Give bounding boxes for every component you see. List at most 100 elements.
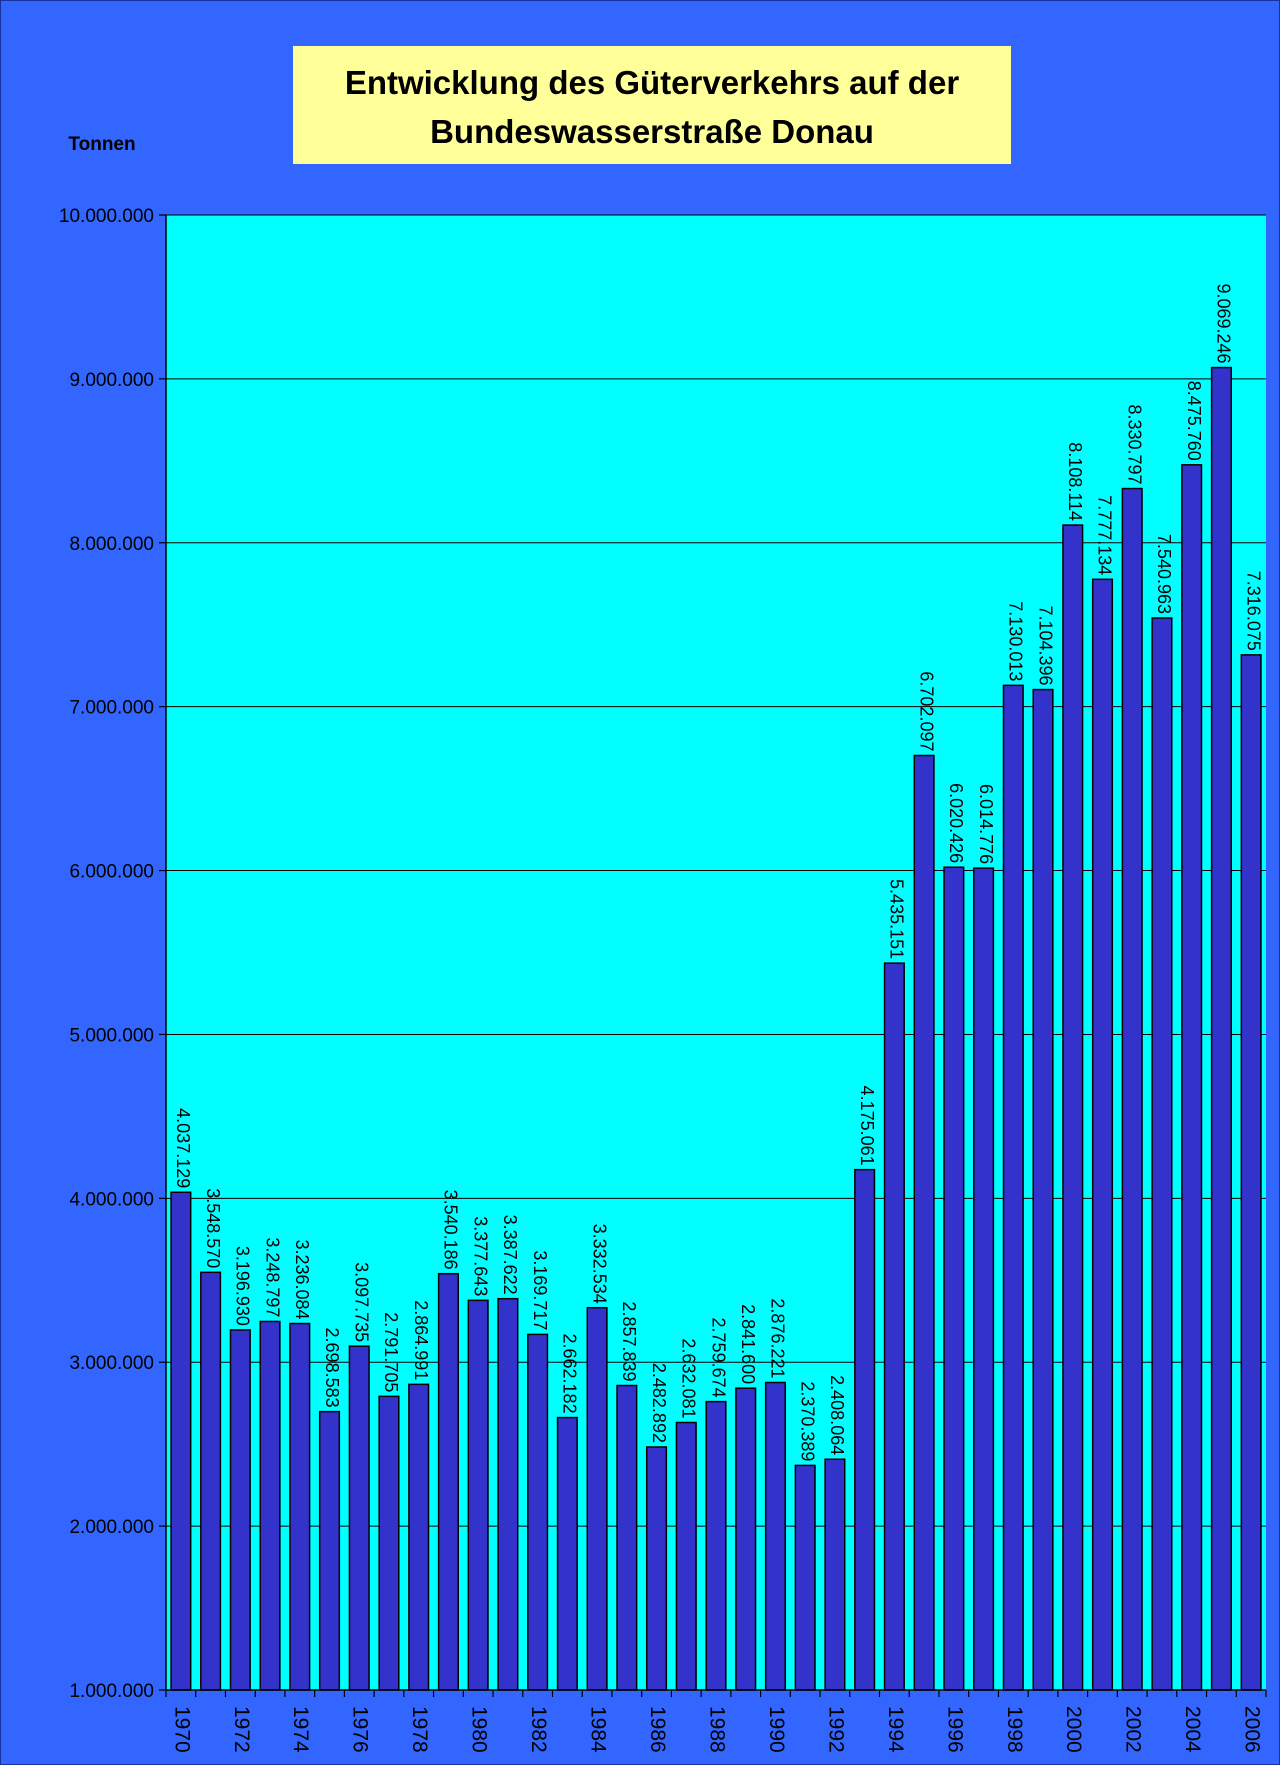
bar-1978: [408, 1383, 430, 1691]
bar-1971: [200, 1271, 222, 1691]
x-tick-label: 1970: [170, 1706, 193, 1753]
bar-data-label: 8.330.797: [1124, 404, 1144, 484]
bar-data-label: 3.387.622: [500, 1215, 520, 1295]
x-tick-label: 1982: [527, 1706, 550, 1753]
data-labels: 4.037.129 3.548.570 3.196.930 3.248.797 3.23…: [173, 283, 1263, 1461]
bar-data-label: 4.175.061: [857, 1086, 877, 1166]
bar-2002: [1121, 487, 1143, 1691]
bar-1987: [675, 1421, 697, 1691]
bar-1995: [913, 754, 935, 1691]
y-tick-label: 9.000.000: [69, 370, 154, 391]
chart-title-line-1: Entwicklung des Güterverkehrs auf der: [345, 64, 960, 101]
bar-1986: [645, 1446, 668, 1691]
bar-1989: [735, 1387, 757, 1691]
y-tick-label: 8.000.000: [69, 534, 154, 555]
bar-1999: [1032, 688, 1054, 1691]
bar-1985: [616, 1384, 638, 1691]
bar-1980: [467, 1299, 489, 1691]
y-tick-label: 3.000.000: [69, 1353, 154, 1374]
bar-data-label: 8.108.114: [1065, 442, 1085, 521]
bar-1977: [378, 1395, 400, 1691]
bar-data-label: 2.759.674: [708, 1318, 728, 1398]
bar-1973: [259, 1320, 281, 1691]
bars: [170, 366, 1262, 1691]
x-tick-label: 1992: [824, 1706, 847, 1753]
title-box: Entwicklung des Güterverkehrs auf der Bu…: [293, 46, 1011, 164]
bar-1997: [973, 867, 995, 1691]
bar-data-label: 2.791.705: [381, 1312, 401, 1392]
x-tick-label: 1988: [705, 1706, 728, 1753]
bar-data-label: 2.482.892: [649, 1363, 669, 1443]
x-tick-label: 1978: [408, 1706, 431, 1753]
y-tick-label: 4.000.000: [69, 1189, 154, 1210]
bar-1990: [764, 1381, 787, 1691]
bar-data-label: 6.702.097: [916, 671, 936, 751]
bar-data-label: 2.698.583: [322, 1328, 342, 1408]
y-tick-label: 1.000.000: [69, 1681, 154, 1702]
bar-1988: [705, 1400, 727, 1691]
bar-data-label: 3.169.717: [530, 1250, 550, 1330]
bar-data-label: 2.370.389: [797, 1381, 817, 1461]
bar-1991: [794, 1464, 816, 1691]
bar-data-label: 3.248.797: [262, 1237, 282, 1317]
bar-1984: [586, 1306, 608, 1691]
x-tick-label: 1990: [765, 1706, 788, 1753]
bar-1998: [1002, 684, 1024, 1691]
bar-1976: [348, 1345, 370, 1691]
x-tick-label: 1976: [349, 1706, 372, 1753]
bar-data-label: 7.104.396: [1035, 605, 1055, 685]
bar-1983: [556, 1416, 578, 1691]
bar-1974: [289, 1322, 311, 1691]
bar-1979: [437, 1272, 459, 1691]
bar-data-label: 4.037.129: [173, 1108, 193, 1188]
y-tick-label: 5.000.000: [69, 1025, 154, 1046]
bar-2001: [1091, 578, 1114, 1691]
x-tick-label: 2006: [1241, 1706, 1264, 1753]
bar-data-label: 2.632.081: [679, 1338, 699, 1418]
x-tick-label: 1994: [884, 1706, 907, 1753]
y-tick-label: 2.000.000: [69, 1517, 154, 1538]
x-tick-label: 1998: [1003, 1706, 1026, 1753]
bar-data-label: 9.069.246: [1214, 283, 1234, 363]
bar-1994: [883, 962, 905, 1691]
x-tick-label: 1972: [230, 1706, 253, 1753]
bar-2003: [1151, 617, 1173, 1691]
bar-data-label: 2.876.221: [768, 1298, 788, 1378]
y-tick-label: 10.000.000: [59, 206, 154, 227]
x-tick-label: 1986: [646, 1706, 669, 1753]
title-background: [293, 46, 1011, 164]
x-tick-label: 1996: [943, 1706, 966, 1753]
bar-data-label: 3.540.186: [441, 1190, 461, 1270]
bar-data-label: 8.475.760: [1184, 381, 1204, 461]
y-axis: 1.000.000 2.000.000 3.000.000 4.000.000 5.00…: [59, 206, 167, 1702]
bar-1975: [318, 1410, 341, 1691]
y-tick-label: 6.000.000: [69, 862, 154, 883]
bar-1981: [497, 1297, 519, 1691]
bar-1992: [824, 1458, 846, 1691]
bar-data-label: 6.020.426: [946, 783, 966, 863]
bar-2005: [1210, 366, 1232, 1691]
y-tick-label: 7.000.000: [69, 698, 154, 719]
bar-data-label: 3.377.643: [470, 1216, 490, 1296]
bar-1970: [170, 1191, 192, 1691]
x-tick-label: 2004: [1181, 1706, 1204, 1753]
bar-1996: [943, 866, 965, 1691]
bar-data-label: 2.662.182: [560, 1334, 580, 1414]
bar-2006: [1240, 654, 1262, 1691]
bar-1972: [229, 1329, 251, 1691]
bar-data-label: 3.548.570: [203, 1188, 223, 1268]
bar-data-label: 5.435.151: [887, 879, 907, 959]
bar-data-label: 3.236.084: [292, 1239, 312, 1319]
x-tick-label: 1984: [587, 1706, 610, 1753]
bar-1982: [527, 1333, 549, 1691]
x-tick-label: 2000: [1062, 1706, 1085, 1753]
x-tick-label: 1974: [289, 1706, 312, 1753]
bar-data-label: 7.130.013: [1006, 601, 1026, 681]
bar-2004: [1181, 464, 1203, 1691]
bar-data-label: 7.316.075: [1243, 571, 1263, 651]
bar-data-label: 2.857.839: [619, 1301, 639, 1381]
bar-data-label: 2.864.991: [411, 1300, 431, 1380]
bar-data-label: 3.332.534: [589, 1224, 609, 1304]
chart-title-line-2: Bundeswasserstraße Donau: [430, 113, 874, 150]
